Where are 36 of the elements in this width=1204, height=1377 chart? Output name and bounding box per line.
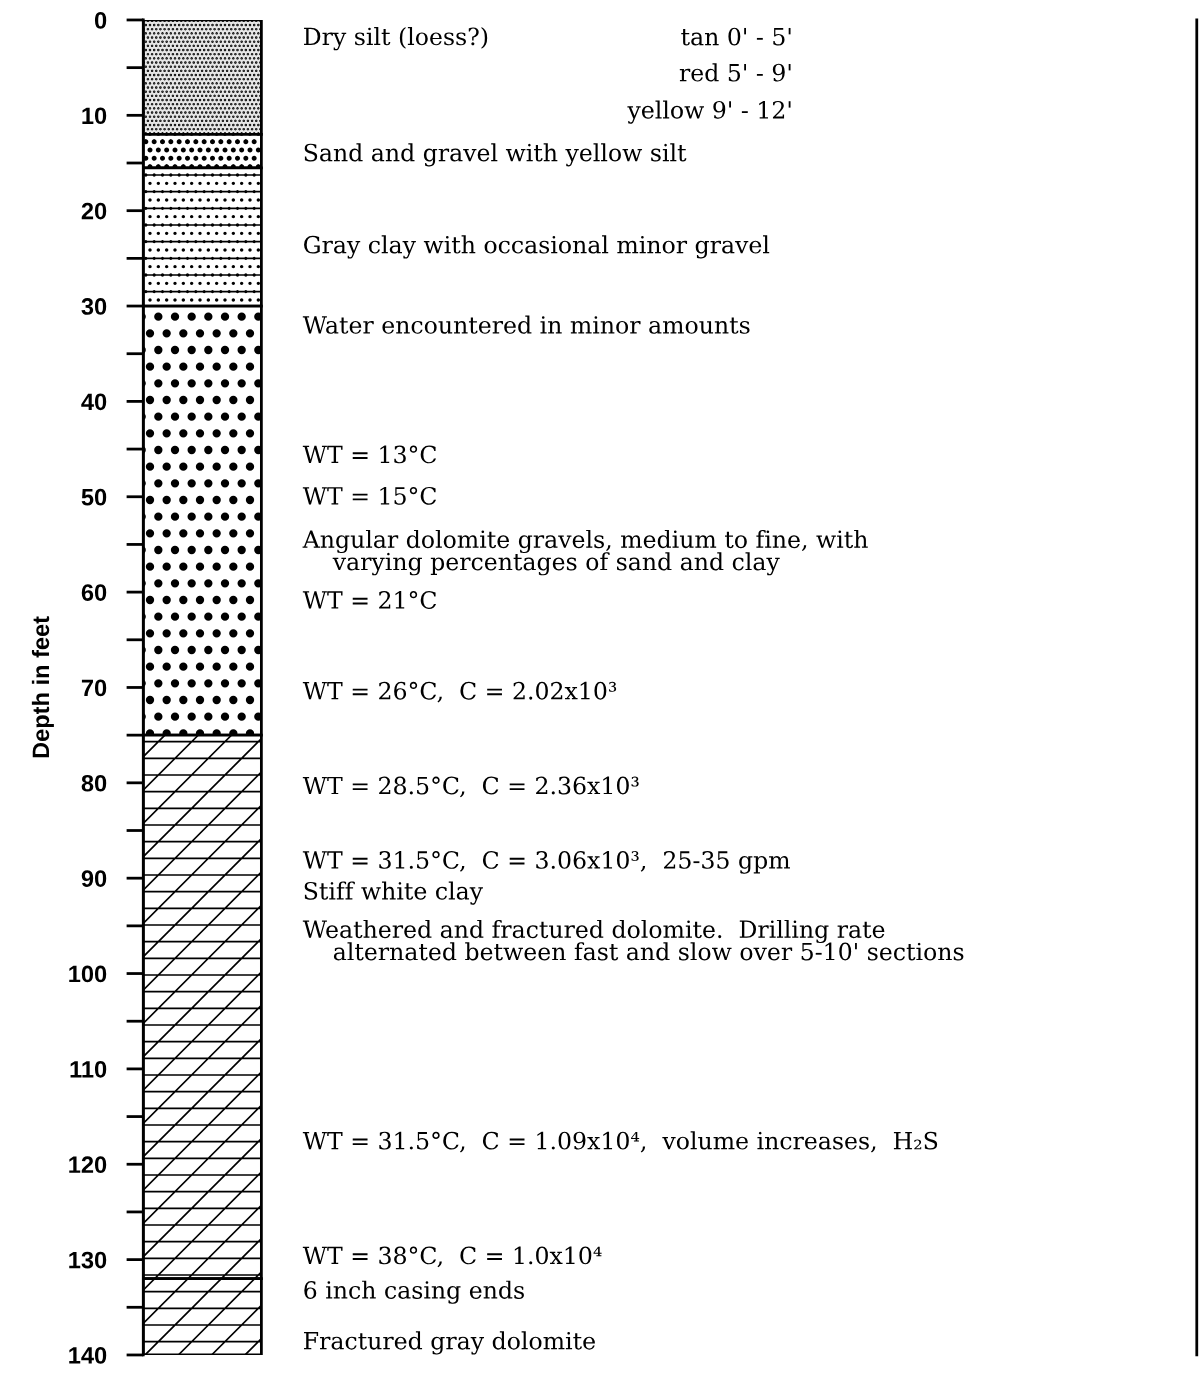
y-tick-label: 40 xyxy=(81,393,107,411)
y-tick-label: 130 xyxy=(69,1251,107,1269)
text: Angular dolomite gravels, medium to fine, with varying percentages of sand and clay xyxy=(302,529,868,576)
y-tick-label: 0 xyxy=(94,12,107,29)
text: red 5' - 9' xyxy=(679,63,791,82)
y-tick-label: 80 xyxy=(81,774,107,792)
text: WT = 31.5°C, C = 3.06x10³, 25-35 gpm xyxy=(302,851,790,874)
text: Sand and gravel with yellow silt xyxy=(304,143,687,167)
text: Fractured gray dolomite xyxy=(304,1331,595,1355)
y-tick-label: 30 xyxy=(81,298,107,315)
y-tick-label: 120 xyxy=(69,1156,107,1174)
text: WT = 31.5°C, C = 1.09x10⁴, volume increases, H₂S xyxy=(302,1131,938,1153)
text: yellow 9' - 12' xyxy=(627,100,791,124)
text: WT = 21°C xyxy=(302,591,437,609)
y-tick-label: 70 xyxy=(81,679,107,697)
y-tick-label: 10 xyxy=(82,107,107,125)
text: Stiff white clay xyxy=(304,881,483,905)
y-tick-label: 60 xyxy=(81,584,107,601)
y-axis-title: Depth in feet xyxy=(31,616,54,758)
text: 6 inch casing ends xyxy=(304,1280,524,1304)
text: WT = 13°C xyxy=(302,445,437,464)
text: WT = 28.5°C, C = 2.36x10³ xyxy=(302,776,639,798)
y-tick-label: 110 xyxy=(70,1060,107,1078)
text: WT = 26°C, C = 2.02x10³ xyxy=(302,681,617,703)
y-tick-label: 140 xyxy=(69,1347,107,1364)
text: Weathered and fractured dolomite. Drilling rate alternated between fast and slow over 5-10' sections xyxy=(302,919,964,961)
text: WT = 15°C xyxy=(302,486,437,505)
text: tan 0' - 5' xyxy=(681,27,791,46)
y-tick-label: 100 xyxy=(69,965,107,983)
text: Water encountered in minor amounts xyxy=(302,315,750,334)
text: Dry silt (loess?) xyxy=(304,27,488,51)
y-tick-label: 50 xyxy=(81,488,107,506)
text: Gray clay with occasional minor gravel xyxy=(304,235,770,259)
y-tick-label: 90 xyxy=(81,870,107,887)
text: WT = 38°C, C = 1.0x10⁴ xyxy=(302,1246,602,1268)
y-tick-label: 20 xyxy=(81,202,107,220)
